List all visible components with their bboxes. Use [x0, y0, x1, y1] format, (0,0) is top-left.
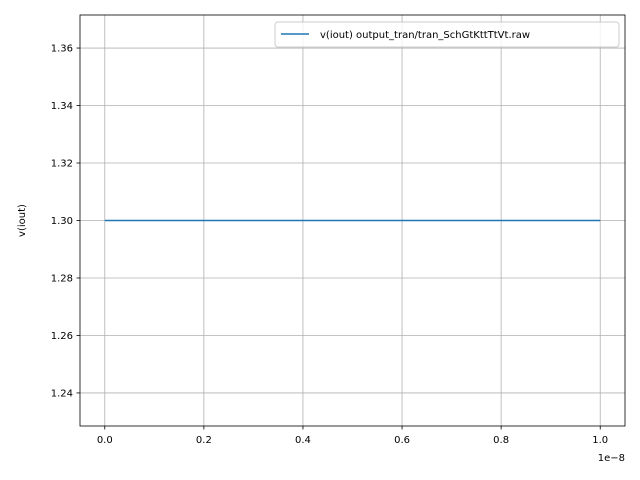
x-tick-label: 0.6 [394, 435, 410, 446]
x-tick-label: 0.4 [295, 435, 311, 446]
y-axis: 1.24 1.26 1.28 1.30 1.32 1.34 1.36 [51, 44, 80, 399]
y-tick-label: 1.24 [51, 388, 73, 399]
legend-box [274, 21, 620, 48]
legend-entry-label: v(iout) output_tran/tran_SchGtKttTtVt.ra… [320, 30, 530, 41]
y-tick-label: 1.36 [51, 44, 73, 55]
x-axis-offset-label: 1e−8 [598, 453, 625, 464]
y-tick-label: 1.30 [51, 216, 73, 227]
x-tick-label: 0.8 [493, 435, 509, 446]
legend: v(iout) output_tran/tran_SchGtKttTtVt.ra… [274, 21, 620, 48]
y-tick-label: 1.26 [51, 331, 73, 342]
y-tick-label: 1.32 [51, 159, 73, 170]
y-axis-label: v(iout) [17, 204, 28, 237]
x-axis: 0.0 0.2 0.4 0.6 0.8 1.0 [97, 426, 608, 446]
x-tick-label: 1.0 [592, 435, 608, 446]
y-tick-label: 1.28 [51, 273, 73, 284]
x-tick-label: 0.2 [196, 435, 212, 446]
x-tick-label: 0.0 [97, 435, 113, 446]
y-tick-label: 1.34 [51, 101, 73, 112]
